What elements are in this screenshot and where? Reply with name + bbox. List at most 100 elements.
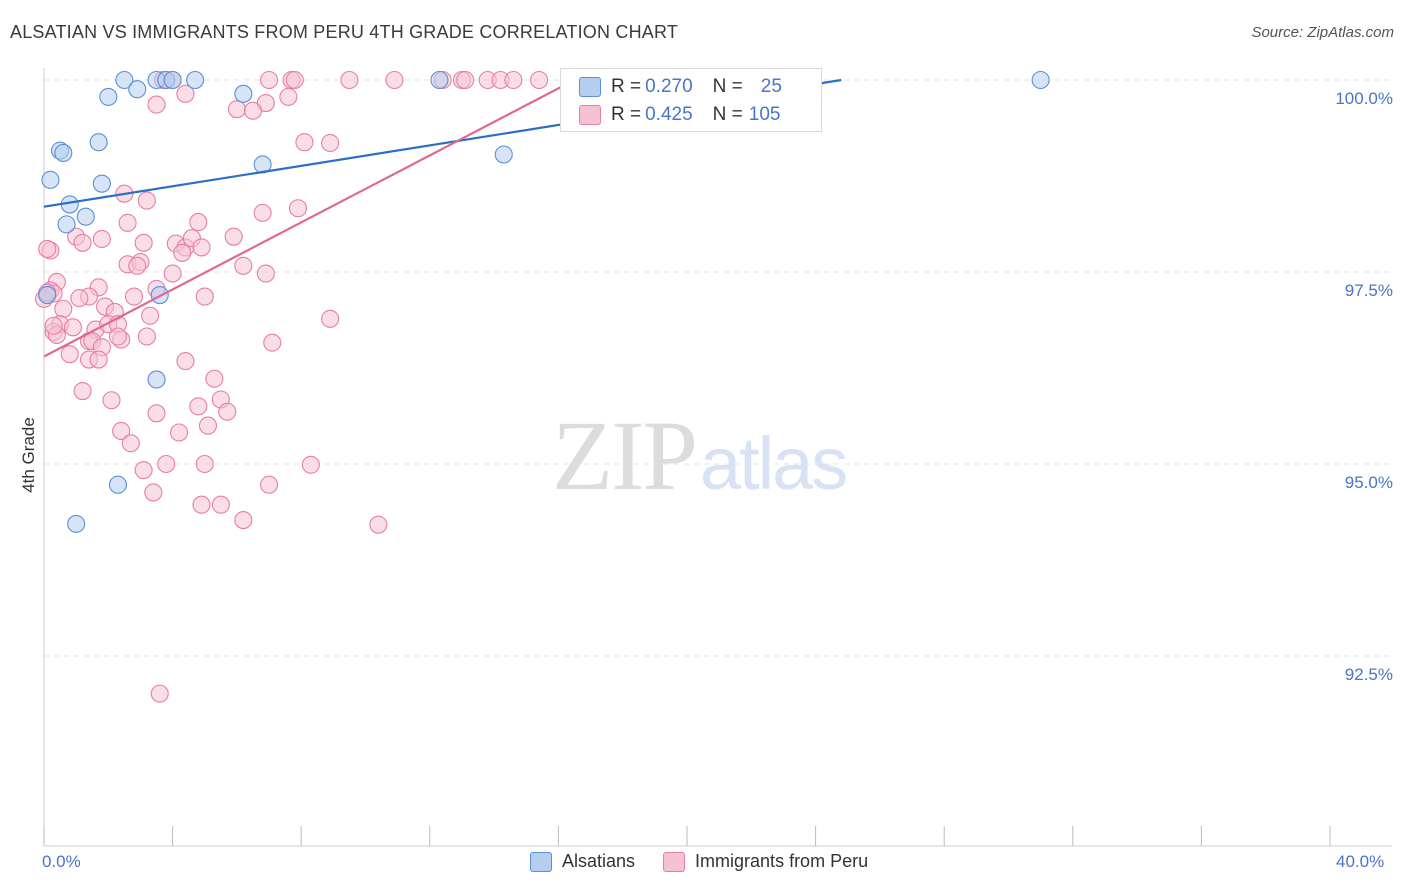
legend-swatch-blue [579,77,601,97]
legend-swatch-pink [579,105,601,125]
source-credit: Source: ZipAtlas.com [1251,24,1394,41]
legend-r-label: R = [611,104,642,125]
peru-point [38,239,57,259]
alsatian-point [186,70,205,90]
peru-point [137,191,156,210]
peru-point [198,416,218,435]
axes [43,68,1392,847]
y-tick-label: 97.5% [1345,281,1393,300]
alsatian-point [494,145,513,164]
legend-label-alsatians: Alsatians [562,851,636,871]
peru-point [224,227,243,246]
alsatian-point [128,80,147,99]
peru-point [92,229,111,249]
peru-point [234,511,253,530]
y-axis-label: 4th Grade [19,417,38,493]
peru-point [112,421,131,441]
legend-n-label: N = [712,104,743,125]
alsatian-point [430,70,449,90]
watermark-zip: ZIP [552,400,698,511]
peru-point [44,316,63,335]
peru-point [256,264,275,283]
legend-r-label: R = [611,76,642,97]
alsatian-point [57,215,76,234]
peru-point [192,238,211,257]
peru-point [176,84,195,103]
peru-point [73,233,92,252]
peru-point [263,333,282,352]
peru-point [504,70,523,90]
peru-point [141,306,160,325]
legend-r-value: 0.425 [645,104,693,125]
alsatian-point [234,84,253,103]
alsatian-point [115,70,134,90]
peru-trend-line [43,79,575,358]
peru-point [295,133,314,152]
peru-point [340,70,359,90]
stats-legend: R = 0.270 N = 25 R = 0.425 N = 105 [560,68,822,132]
alsatian-point [76,207,95,226]
grid-lines [44,79,1392,657]
peru-point [124,287,144,306]
alsatian-point [147,370,166,389]
peru-point [147,404,166,423]
peru-point [234,256,253,275]
alsatian-point [54,143,73,163]
alsatian-point [108,475,127,494]
peru-point [147,95,166,114]
peru-point [189,397,208,416]
peru-point [211,495,230,514]
peru-point [108,327,127,346]
peru-point [259,70,279,90]
legend-label-peru: Immigrants from Peru [695,851,869,871]
peru-point [195,287,214,306]
peru-point [176,352,195,371]
legend-n-value: 25 [760,76,782,97]
alsatian-point [92,174,111,193]
x-tick-max: 40.0% [1336,852,1385,871]
peru-point [301,455,320,474]
peru-point [89,350,108,369]
y-tick-labels: 100.0% 97.5% 95.0% 92.5% [1335,89,1393,684]
peru-point [163,264,182,283]
watermark: ZIPatlas [552,398,848,513]
peru-point [134,461,153,480]
legend-swatch-alsatians [530,851,552,872]
peru-point [285,70,304,90]
peru-point [259,475,279,494]
peru-points [34,70,584,703]
peru-point [128,256,147,275]
x-tick-min: 0.0% [42,852,81,871]
peru-point [205,369,224,388]
legend-n-label: N = [712,76,743,97]
peru-point [63,318,82,337]
peru-point [157,454,176,474]
peru-point [169,423,189,442]
legend-row-peru: R = 0.425 N = 105 [579,104,780,126]
series-legend: Alsatians Immigrants from Peru [530,851,868,872]
peru-point [60,345,79,364]
peru-point [102,391,121,410]
peru-point [54,299,73,318]
peru-point [218,402,237,421]
chart-title: ALSATIAN VS IMMIGRANTS FROM PERU 4TH GRA… [10,22,679,42]
peru-point [530,70,549,90]
legend-row-alsatians: R = 0.270 N = 25 [579,76,782,98]
y-tick-label: 95.0% [1345,473,1393,492]
alsatian-point [67,514,86,533]
peru-point [279,87,298,106]
alsatian-points [38,70,1050,533]
peru-point [144,483,163,502]
alsatian-point [38,285,57,305]
legend-r-value: 0.270 [645,76,693,97]
peru-point [195,454,214,474]
y-tick-label: 92.5% [1345,665,1393,684]
alsatian-point [41,170,60,189]
peru-point [385,70,404,90]
peru-point [243,101,263,120]
peru-point [134,233,153,252]
alsatian-point [89,133,108,152]
peru-point [189,213,208,232]
y-tick-label: 100.0% [1335,89,1393,108]
